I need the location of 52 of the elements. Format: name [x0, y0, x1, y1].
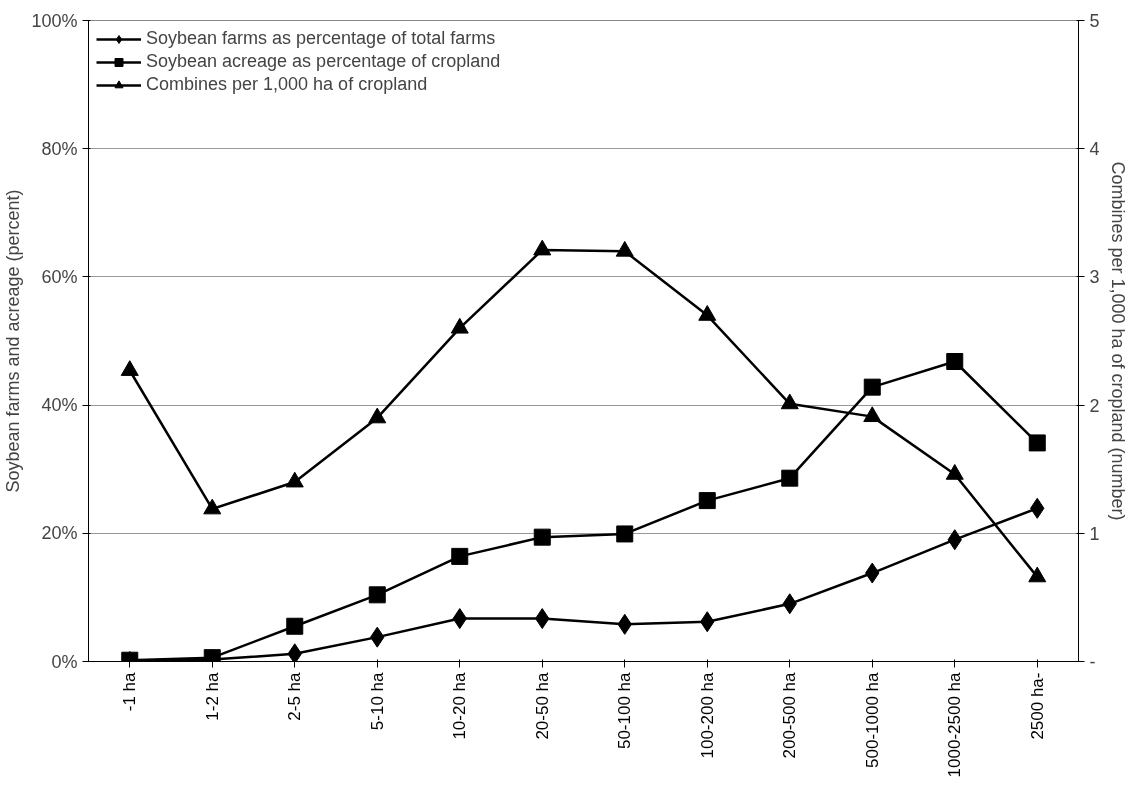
y2-tick-label: 2	[1089, 395, 1100, 416]
x-tick-label: 1-2 ha	[202, 671, 222, 721]
y2-axis-title: Combines per 1,000 ha of cropland (number)	[1107, 161, 1128, 521]
point	[285, 471, 304, 488]
x-tick-label: 5-10 ha	[367, 671, 387, 731]
x-tick-label: 1000-2500 ha	[945, 671, 965, 778]
point	[451, 547, 469, 565]
y2-tick-label: 4	[1089, 139, 1100, 160]
point	[863, 406, 882, 423]
y2-tick-label: 3	[1089, 267, 1100, 288]
point	[368, 586, 386, 604]
x-tick-label: 2500 ha-	[1027, 672, 1047, 740]
x-tick-label: 200-500 ha	[780, 671, 800, 759]
y-tick-label: 40%	[41, 395, 78, 416]
x-tick-label: 100-200 ha	[697, 671, 717, 759]
y-tick-label: 100%	[31, 10, 78, 31]
point	[450, 317, 469, 334]
legend-label: Soybean farms as percentage of total farms	[146, 28, 496, 49]
point	[945, 464, 964, 480]
x-tick-label: 20-50 ha	[532, 671, 552, 740]
point	[616, 525, 634, 543]
point	[863, 378, 881, 396]
legend-label: Soybean acreage as percentage of cropland	[146, 51, 501, 72]
point	[120, 360, 139, 376]
x-tick-label: 2-5 ha	[285, 671, 305, 721]
point	[781, 469, 799, 487]
point	[698, 305, 717, 321]
x-tick-label: -1 ha	[120, 671, 140, 712]
y-axis-title: Soybean farms and acreage (percent)	[3, 189, 24, 493]
point	[1028, 566, 1047, 583]
y-tick-label: 20%	[41, 523, 78, 544]
point	[286, 617, 304, 635]
y-tick-label: 0%	[51, 651, 78, 672]
point	[533, 528, 551, 546]
x-tick-label: 500-1000 ha	[862, 671, 882, 768]
y2-tick-label: 5	[1089, 11, 1100, 31]
legend-label: Combines per 1,000 ha of cropland	[146, 74, 428, 95]
x-tick-label: 50-100 ha	[615, 671, 635, 750]
point	[1028, 434, 1046, 452]
y-tick-label: 60%	[41, 266, 78, 287]
y2-tick-label: 1	[1089, 523, 1100, 544]
point	[780, 393, 799, 410]
y2-tick-label: -	[1089, 652, 1096, 672]
x-tick-label: 10-20 ha	[450, 671, 470, 740]
point	[698, 492, 716, 510]
point	[615, 240, 634, 257]
point	[287, 643, 302, 662]
y-tick-label: 80%	[41, 138, 78, 159]
point	[946, 353, 964, 371]
point	[533, 239, 552, 256]
point	[203, 498, 222, 515]
point	[368, 407, 387, 424]
